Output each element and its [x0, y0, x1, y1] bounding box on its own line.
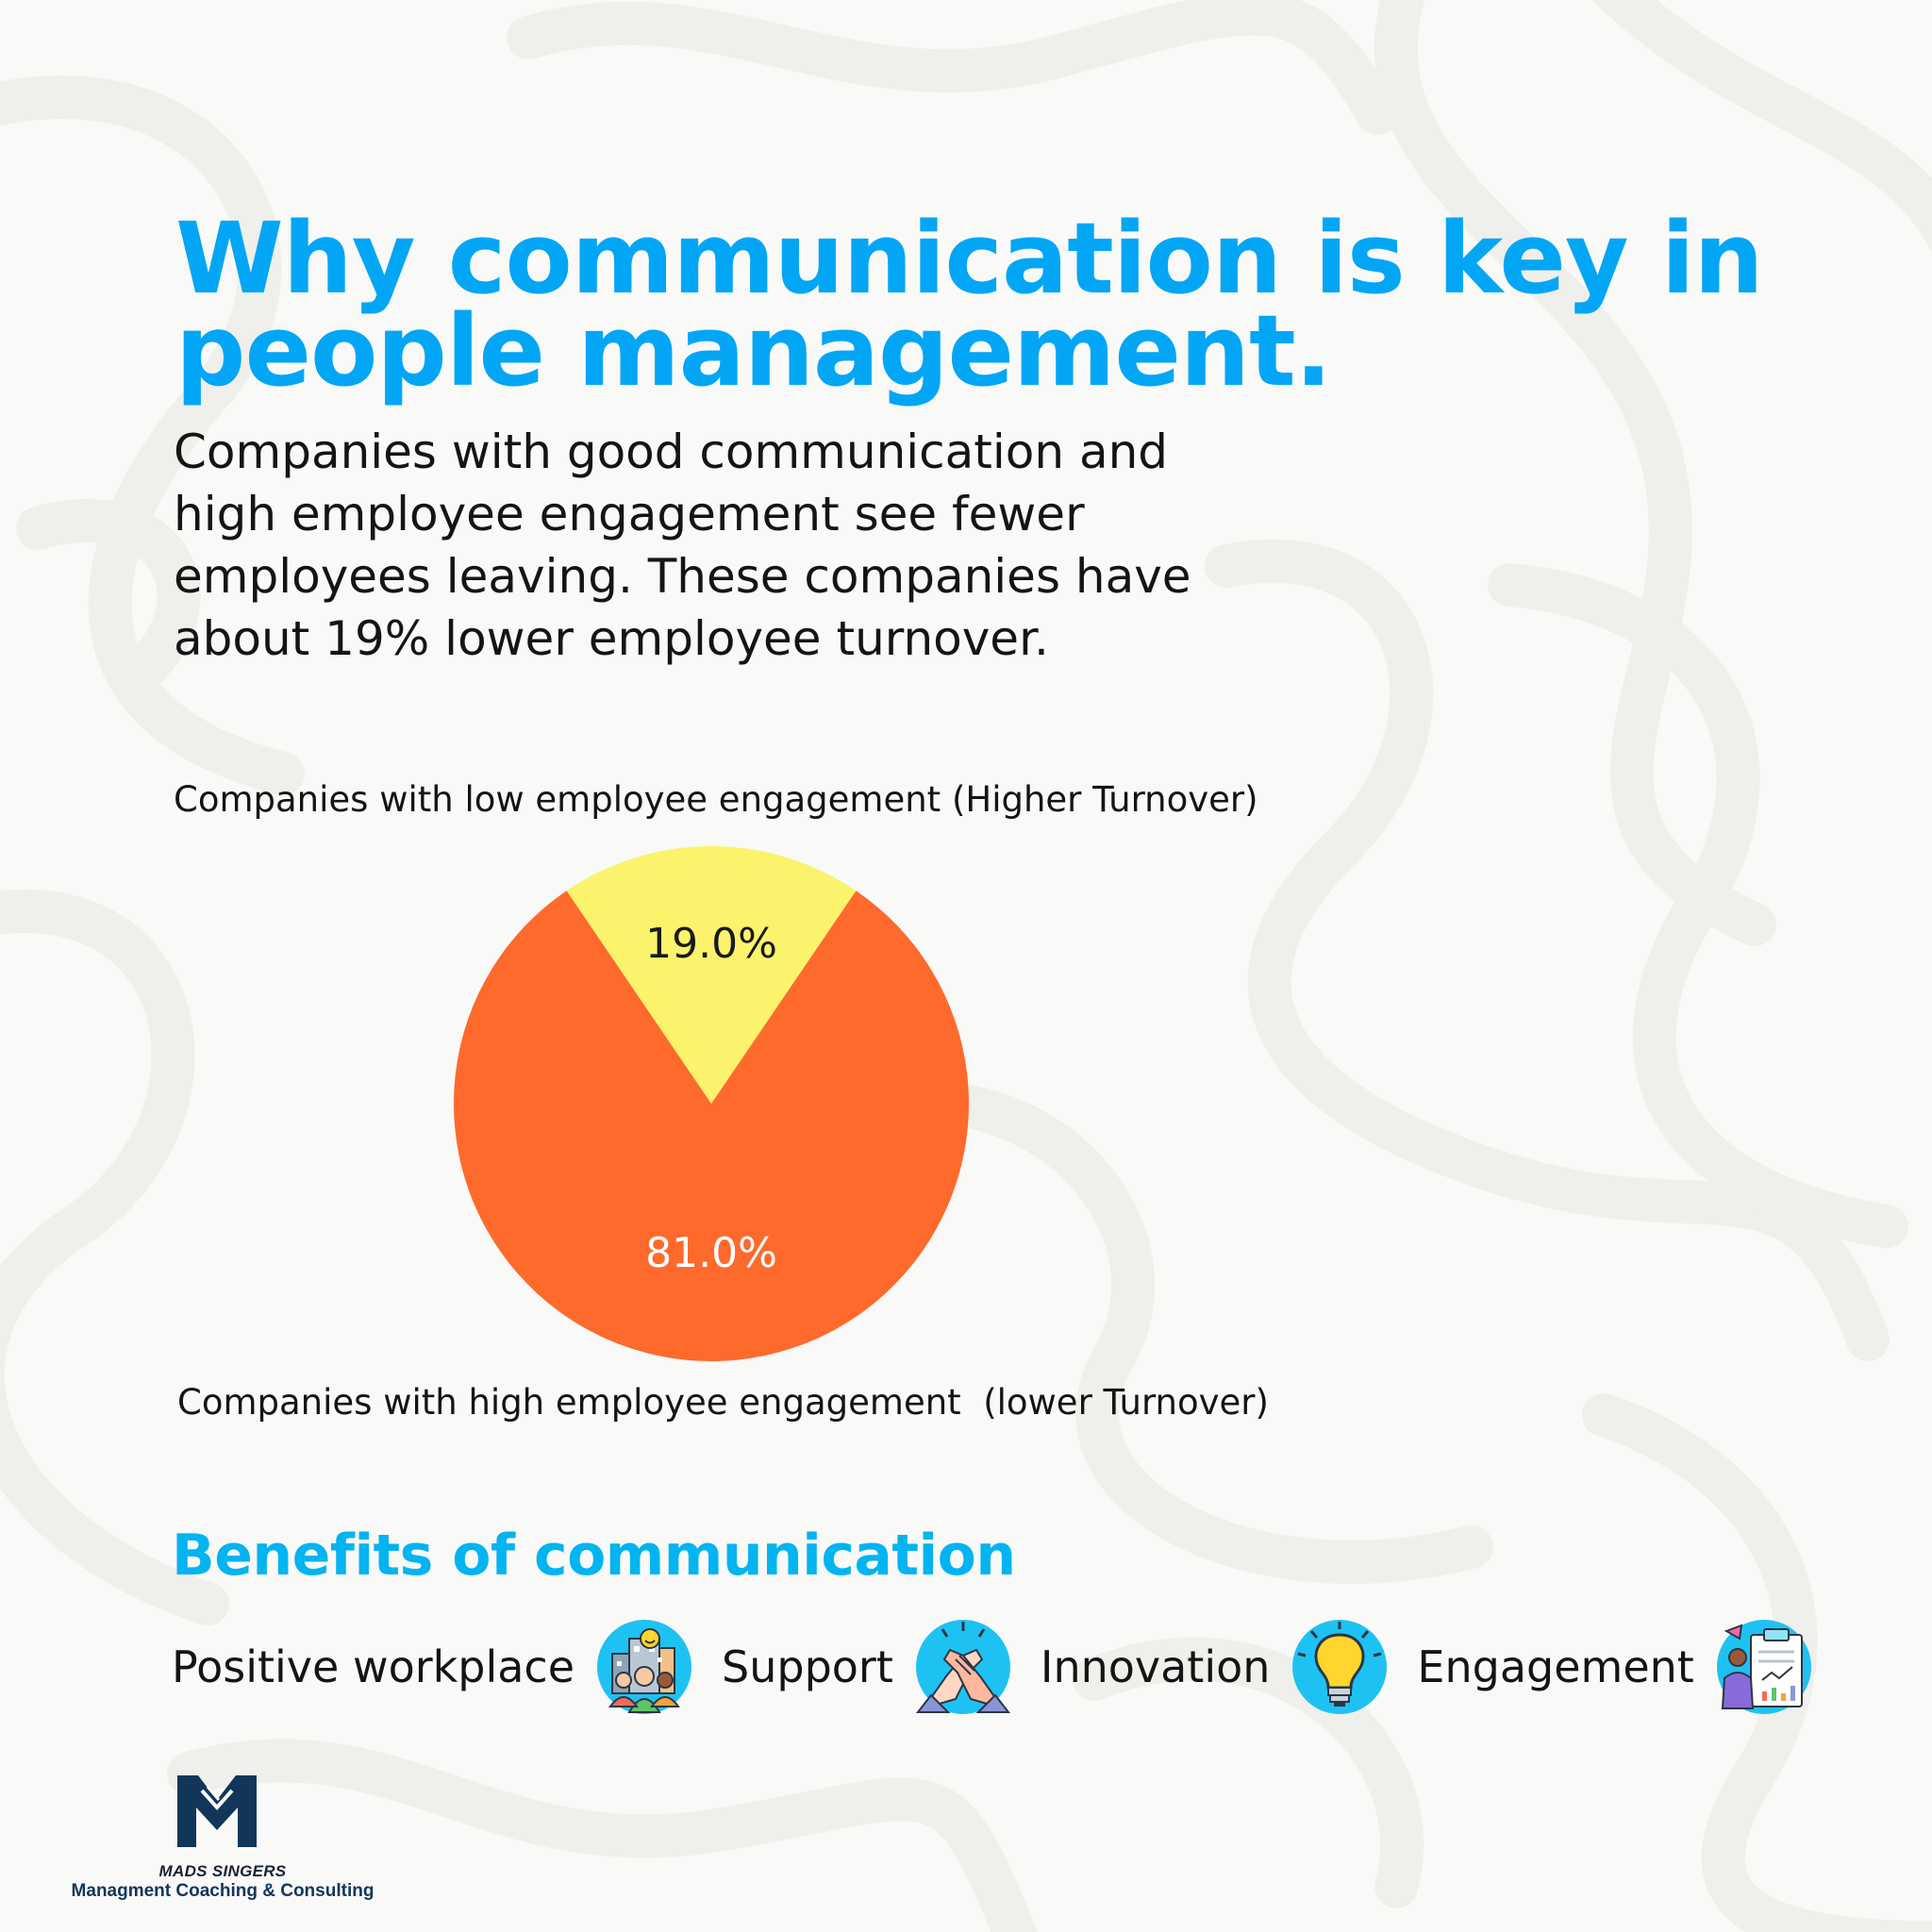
pie-slice-caption-high-engagement: Companies with high employee engagement … — [177, 1382, 1269, 1423]
lightbulb-icon — [1292, 1620, 1388, 1714]
benefit-positive-workplace: Positive workplace — [172, 1618, 693, 1716]
pie-slice-1 — [453, 891, 969, 1361]
logo-tagline: Managment Coaching & Consulting — [71, 1881, 375, 1901]
benefit-label: Innovation — [1040, 1641, 1271, 1692]
page-title-line-2: people management. — [175, 292, 1332, 408]
pie-slice-label-1: 81.0% — [645, 1229, 777, 1277]
pie-slice-label-0: 19.0% — [645, 920, 777, 968]
pie-slice-0 — [566, 846, 857, 1104]
pie-chart: 19.0% 81.0% — [453, 846, 969, 1361]
engagement-report-icon — [1716, 1620, 1811, 1714]
benefit-support: Support — [722, 1618, 1012, 1716]
benefit-label: Positive workplace — [172, 1641, 575, 1692]
page-title-line-1: Why communication is key in — [175, 201, 1764, 316]
benefit-innovation: Innovation — [1041, 1618, 1390, 1716]
intro-paragraph: Companies with good communication and hi… — [174, 425, 1191, 666]
benefits-heading: Benefits of communication — [172, 1523, 1016, 1589]
positive-workplace-icon — [597, 1620, 692, 1714]
benefit-engagement: Engagement — [1417, 1618, 1812, 1716]
page-title: Why communication is key in people manag… — [175, 201, 1892, 408]
handshake-icon — [915, 1620, 1010, 1714]
logo-company-name: MADS SINGERS — [158, 1862, 287, 1880]
benefits-list: Positive workplace Support — [172, 1615, 1841, 1719]
company-logo: MADS SINGERS Managment Coaching & Consul… — [62, 1772, 383, 1904]
benefit-label: Engagement — [1417, 1641, 1694, 1692]
logo-m-mark-icon — [177, 1775, 257, 1847]
pie-slice-caption-low-engagement: Companies with low employee engagement (… — [174, 779, 1258, 820]
benefit-label: Support — [722, 1641, 893, 1692]
